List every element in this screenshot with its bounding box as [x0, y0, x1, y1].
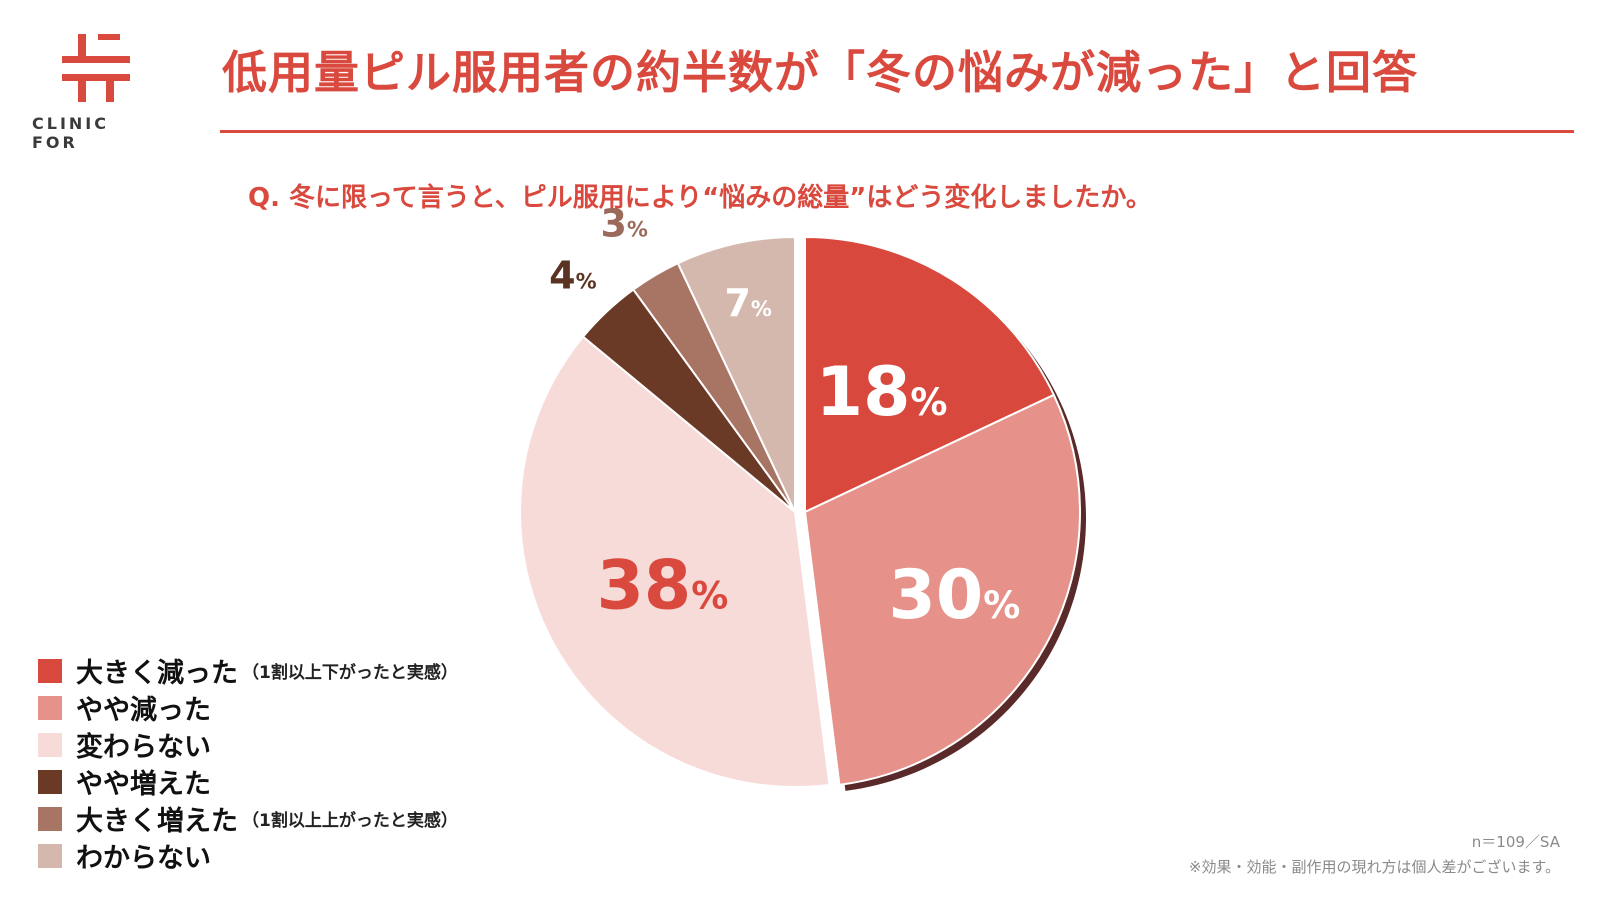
- slice-value-label: 18%: [816, 353, 948, 432]
- legend-label: 大きく減った: [76, 658, 238, 689]
- slice-value-label: 7%: [724, 281, 772, 325]
- legend-note: （1割以上下がったと実感）: [242, 663, 458, 683]
- pie-slice-2: [803, 393, 1081, 786]
- legend-label: やや減った: [76, 695, 211, 726]
- legend-swatch: [38, 769, 62, 794]
- survey-question: Q. 冬に限って言うと、ピル服用により“悩みの総量”はどう変化しましたか。: [248, 183, 1152, 213]
- slice-value-label: 3%: [600, 202, 648, 246]
- legend-item: やや減った: [38, 689, 458, 726]
- legend-label: わからない: [76, 843, 211, 874]
- legend-label: 大きく増えた: [76, 806, 238, 837]
- legend-swatch: [38, 732, 62, 757]
- sample-size: n＝109／SA: [1471, 833, 1560, 851]
- clinic-cross-icon: [62, 34, 130, 102]
- clinic-logo: CLINIC FOR: [30, 28, 160, 152]
- legend-item: やや増えた: [38, 763, 458, 800]
- legend-swatch: [38, 843, 62, 868]
- pie-slice-6: [676, 235, 796, 513]
- legend-swatch: [38, 806, 62, 831]
- legend-label: やや増えた: [76, 769, 211, 800]
- legend-item: 大きく増えた （1割以上上がったと実感）: [38, 800, 458, 837]
- legend-note: （1割以上上がったと実感）: [242, 811, 458, 831]
- legend-item: わからない: [38, 837, 458, 874]
- pie-slice-1: [804, 235, 1056, 514]
- pie-slice-3: [519, 335, 831, 788]
- brand-name: CLINIC FOR: [32, 114, 109, 152]
- legend-swatch: [38, 658, 62, 683]
- legend-item: 変わらない: [38, 726, 458, 763]
- legend-swatch: [38, 695, 62, 720]
- legend-label: 変わらない: [76, 732, 211, 763]
- slice-value-label: 38%: [597, 547, 729, 626]
- slice-value-label: 4%: [549, 254, 597, 298]
- title-divider: [220, 130, 1574, 133]
- chart-legend: 大きく減った （1割以上下がったと実感） やや減った 変わらない やや増えた 大きく増えた…: [38, 652, 458, 874]
- page-title: 低用量ピル服用者の約半数が「冬の悩みが減った」と回答: [222, 46, 1419, 99]
- disclaimer: ※効果・効能・副作用の現れ方は個人差がございます。: [1188, 858, 1560, 876]
- slice-value-label: 30%: [889, 556, 1021, 635]
- legend-item: 大きく減った （1割以上下がったと実感）: [38, 652, 458, 689]
